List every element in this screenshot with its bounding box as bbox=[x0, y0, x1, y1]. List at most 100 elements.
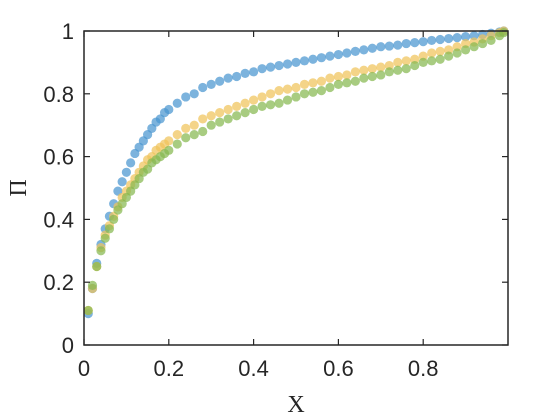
series-1-point bbox=[282, 59, 293, 69]
series-3-point bbox=[83, 305, 93, 316]
series-3-point bbox=[427, 56, 437, 66]
series-1-point bbox=[189, 89, 199, 99]
series-1-point bbox=[435, 34, 445, 45]
series-3-point bbox=[435, 54, 445, 64]
data-points-layer bbox=[83, 26, 509, 319]
series-3-point bbox=[198, 126, 208, 137]
series-3-point bbox=[316, 86, 327, 96]
series-1-point bbox=[240, 68, 250, 78]
series-1-point bbox=[257, 64, 267, 74]
series-3-point bbox=[384, 67, 394, 77]
series-3-point bbox=[104, 224, 115, 234]
series-3-point bbox=[172, 139, 182, 149]
series-1-point bbox=[342, 48, 352, 58]
x-tick-label: 0.2 bbox=[154, 356, 185, 381]
series-2-point bbox=[189, 120, 199, 130]
series-2-point bbox=[401, 56, 411, 66]
series-2-point bbox=[172, 130, 182, 140]
series-3-point bbox=[265, 100, 276, 110]
series-1-point bbox=[223, 73, 233, 83]
x-tick-label: 0.6 bbox=[323, 356, 354, 381]
series-1-point bbox=[308, 54, 318, 64]
axis-ticks-layer: 0 0.2 0.4 0.6 0.8 0 0.2 0.4 0.6 0.8 1 bbox=[43, 19, 508, 381]
series-3-point bbox=[240, 108, 250, 118]
series-3-point bbox=[181, 133, 191, 143]
series-1-point bbox=[427, 35, 437, 46]
series-3-point bbox=[486, 35, 496, 46]
series-3-point bbox=[96, 246, 106, 256]
series-3-point bbox=[249, 104, 259, 115]
x-tick-label: 0.4 bbox=[238, 356, 269, 381]
series-1-point bbox=[401, 38, 411, 49]
y-tick-label: 0.8 bbox=[43, 82, 74, 107]
series-3-point bbox=[206, 120, 216, 130]
series-3-point bbox=[308, 87, 318, 97]
series-2-point bbox=[215, 108, 225, 118]
series-1-point bbox=[232, 71, 242, 82]
series-1-point bbox=[215, 76, 225, 86]
y-tick-label: 1 bbox=[62, 19, 74, 44]
series-1-point bbox=[121, 167, 131, 177]
series-3-point bbox=[164, 145, 174, 155]
series-3-point bbox=[223, 114, 233, 124]
x-axis-label: X bbox=[287, 392, 304, 418]
series-1-point bbox=[350, 46, 360, 57]
y-tick-label: 0.2 bbox=[43, 270, 74, 295]
series-1-point bbox=[444, 33, 454, 44]
series-2-point bbox=[299, 79, 310, 89]
series-1-point bbox=[410, 38, 420, 48]
series-3-point bbox=[444, 51, 454, 61]
series-3-point bbox=[92, 261, 102, 272]
series-1-point bbox=[198, 82, 208, 93]
series-2-point bbox=[232, 101, 242, 111]
series-2-point bbox=[350, 67, 360, 77]
series-3-point bbox=[299, 89, 310, 99]
series-3-point bbox=[418, 57, 428, 67]
series-3-point bbox=[232, 111, 242, 121]
series-1-point bbox=[461, 32, 471, 42]
series-1-point bbox=[164, 104, 174, 115]
y-axis-label: Π bbox=[6, 179, 32, 196]
y-tick-label: 0 bbox=[62, 333, 74, 358]
series-3-point bbox=[393, 65, 403, 75]
series-3-point bbox=[461, 45, 471, 55]
series-3-point bbox=[376, 70, 386, 80]
series-1-point bbox=[393, 40, 403, 50]
series-1-point bbox=[367, 43, 377, 53]
series-2-point bbox=[164, 136, 174, 146]
series-1-point bbox=[274, 60, 284, 71]
series-3-point bbox=[87, 280, 98, 290]
series-2-point bbox=[325, 73, 335, 83]
series-1-point bbox=[418, 37, 428, 47]
y-tick-label: 0.4 bbox=[43, 207, 74, 232]
series-2-point bbox=[240, 98, 250, 108]
series-3-point bbox=[401, 64, 411, 74]
series-2-point bbox=[249, 95, 259, 105]
series-1-point bbox=[291, 57, 301, 67]
series-2-point bbox=[274, 86, 284, 96]
series-2-point bbox=[333, 71, 343, 82]
series-3-point bbox=[342, 78, 352, 88]
series-1-point bbox=[452, 32, 462, 43]
series-3-point bbox=[410, 60, 420, 71]
series-1-point bbox=[299, 56, 310, 66]
series-3-point bbox=[452, 48, 462, 58]
series-2-point bbox=[376, 62, 386, 72]
series-2-point bbox=[291, 82, 301, 93]
series-3-point bbox=[215, 117, 225, 127]
series-3-point bbox=[333, 79, 343, 89]
series-2-point bbox=[206, 111, 216, 121]
series-1-point bbox=[376, 42, 386, 52]
series-2-point bbox=[265, 89, 276, 99]
x-tick-label: 0 bbox=[78, 356, 90, 381]
series-3-point bbox=[477, 38, 488, 49]
series-2-point bbox=[359, 65, 369, 75]
series-3-point bbox=[469, 42, 479, 52]
series-2-point bbox=[198, 114, 208, 124]
plot-frame bbox=[83, 30, 509, 346]
series-3-point bbox=[189, 130, 199, 140]
series-1-point bbox=[333, 49, 343, 60]
series-2-point bbox=[223, 104, 233, 115]
series-1-point bbox=[384, 41, 394, 51]
